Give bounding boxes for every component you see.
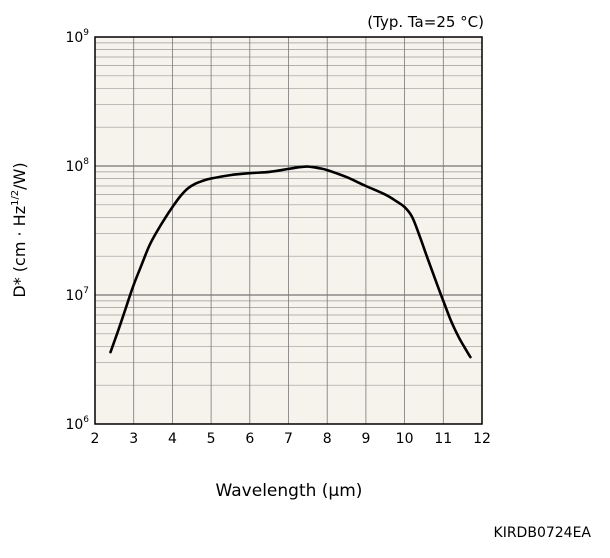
x-tick-label: 3 [129, 431, 138, 447]
y-tick-base: 10 [65, 417, 83, 433]
y-tick-label: 109 [65, 28, 89, 46]
y-tick-base: 10 [65, 288, 83, 304]
x-tick-label: 9 [361, 431, 370, 447]
y-axis-label-main: D* (cm · Hz [10, 206, 29, 298]
y-tick-exponent: 7 [83, 286, 89, 296]
x-axis-label: Wavelength (µm) [216, 481, 363, 501]
x-tick-label: 10 [396, 431, 414, 447]
x-tick-label: 5 [207, 431, 216, 447]
plot-frame [94, 36, 483, 425]
y-axis-label-sup: 1/2 [10, 190, 21, 206]
x-tick-label: 8 [323, 431, 332, 447]
y-tick-exponent: 8 [83, 157, 89, 167]
x-tick-label: 2 [91, 431, 100, 447]
x-tick-label: 7 [284, 431, 293, 447]
y-tick-base: 10 [65, 159, 83, 175]
figure-code: KIRDB0724EA [494, 525, 592, 541]
y-tick-base: 10 [65, 30, 83, 46]
condition-annotation: (Typ. Ta=25 °C) [367, 13, 484, 31]
y-tick-label: 108 [65, 157, 89, 175]
x-tick-label: 4 [168, 431, 177, 447]
x-tick-labels: 2 3 4 5 6 7 8 9 10 11 12 [91, 431, 491, 447]
y-tick-exponent: 9 [83, 28, 89, 38]
detectivity-curve [109, 165, 472, 359]
y-axis-label: D* (cm · Hz1/2/W) [10, 162, 29, 297]
y-tick-exponent: 6 [83, 415, 89, 425]
y-axis-label-tail: /W) [10, 162, 29, 189]
x-tick-label: 12 [473, 431, 491, 447]
series-layer [109, 165, 472, 359]
x-tick-label: 6 [245, 431, 254, 447]
x-tick-label: 11 [434, 431, 452, 447]
y-tick-label: 107 [65, 286, 89, 304]
y-tick-label: 106 [65, 415, 89, 433]
